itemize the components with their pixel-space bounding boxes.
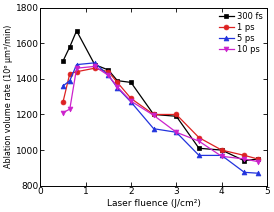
1 ps (175, 113, 178, 116)
10 ps (175, 131, 178, 134)
10 ps (152, 114, 155, 117)
300 fs (75, 29, 78, 32)
300 fs (93, 63, 96, 66)
5 ps (129, 101, 133, 103)
5 ps (197, 154, 201, 157)
X-axis label: Laser fluence (J/cm²): Laser fluence (J/cm²) (107, 199, 201, 208)
1 ps (129, 97, 133, 100)
Line: 10 ps: 10 ps (61, 64, 260, 164)
Y-axis label: Ablation volume rate (10⁶ μm³/min): Ablation volume rate (10⁶ μm³/min) (4, 25, 13, 168)
Line: 5 ps: 5 ps (61, 60, 260, 176)
1 ps (197, 136, 201, 139)
5 ps (107, 74, 110, 77)
5 ps (93, 61, 96, 64)
300 fs (116, 79, 119, 82)
300 fs (243, 159, 246, 162)
10 ps (256, 160, 259, 163)
5 ps (61, 85, 65, 87)
10 ps (116, 86, 119, 88)
5 ps (220, 154, 223, 157)
1 ps (152, 113, 155, 116)
10 ps (68, 108, 72, 110)
5 ps (175, 131, 178, 134)
1 ps (220, 149, 223, 151)
300 fs (197, 147, 201, 149)
10 ps (61, 112, 65, 114)
5 ps (152, 127, 155, 130)
5 ps (68, 79, 72, 82)
300 fs (152, 113, 155, 116)
10 ps (129, 100, 133, 102)
300 fs (68, 46, 72, 48)
1 ps (256, 158, 259, 160)
1 ps (107, 70, 110, 73)
10 ps (107, 74, 110, 77)
10 ps (243, 158, 246, 160)
10 ps (197, 140, 201, 142)
5 ps (116, 86, 119, 89)
1 ps (243, 154, 246, 157)
300 fs (61, 60, 65, 62)
300 fs (256, 158, 259, 160)
5 ps (256, 172, 259, 174)
Line: 1 ps: 1 ps (61, 66, 260, 161)
1 ps (116, 81, 119, 84)
Legend: 300 fs, 1 ps, 5 ps, 10 ps: 300 fs, 1 ps, 5 ps, 10 ps (217, 10, 264, 56)
1 ps (68, 72, 72, 75)
300 fs (107, 69, 110, 71)
5 ps (243, 171, 246, 174)
5 ps (75, 63, 78, 66)
300 fs (220, 149, 223, 151)
Line: 300 fs: 300 fs (61, 28, 260, 163)
1 ps (93, 67, 96, 70)
1 ps (61, 101, 65, 103)
1 ps (75, 70, 78, 73)
10 ps (93, 65, 96, 68)
10 ps (220, 155, 223, 158)
300 fs (129, 81, 133, 84)
10 ps (75, 67, 78, 70)
300 fs (175, 115, 178, 117)
